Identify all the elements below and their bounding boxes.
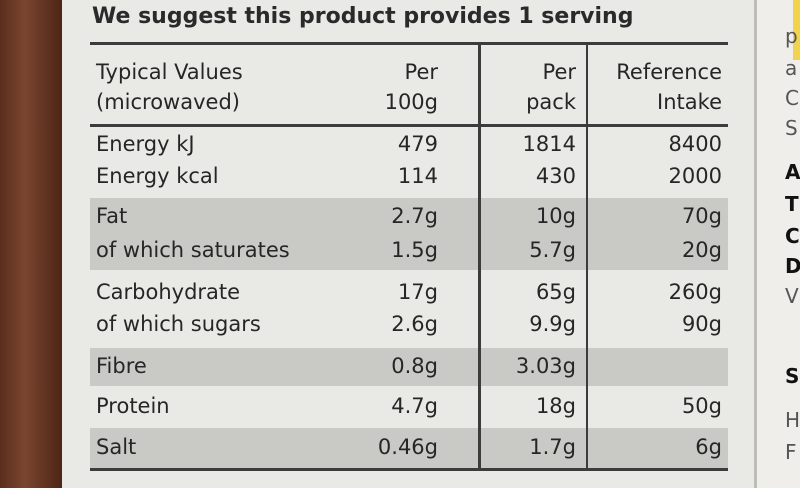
row-pack: 1814 — [522, 132, 576, 156]
yellow-strip — [793, 0, 800, 60]
side-char: F — [785, 440, 797, 464]
row-name: Fibre — [96, 354, 147, 378]
row-name: Protein — [96, 394, 170, 418]
row-name: of which sugars — [96, 312, 261, 336]
row-ri: 90g — [681, 312, 722, 336]
shade-fat — [90, 198, 728, 270]
adjacent-label-edge: p a C S A T C D V S H F — [754, 0, 800, 488]
shade-fibre — [90, 348, 728, 386]
bottom-rule — [90, 468, 728, 471]
side-char: S — [785, 364, 800, 388]
row-name: of which saturates — [96, 238, 290, 262]
row-per100: 0.46g — [377, 435, 438, 459]
col-header-name-sub: (microwaved) — [96, 90, 240, 114]
row-per100: 2.7g — [391, 204, 438, 228]
row-ri: 260g — [668, 280, 722, 304]
column-divider-ri — [586, 44, 588, 470]
col-header-per100: Per — [404, 60, 438, 84]
side-char: A — [785, 160, 800, 184]
shade-salt — [90, 428, 728, 468]
top-rule — [90, 42, 728, 45]
col-header-per100-sub: 100g — [384, 90, 438, 114]
row-pack: 65g — [535, 280, 576, 304]
row-pack: 9.9g — [529, 312, 576, 336]
row-per100: 4.7g — [391, 394, 438, 418]
row-pack: 18g — [535, 394, 576, 418]
side-char: p — [785, 24, 798, 48]
row-name: Fat — [96, 204, 128, 228]
row-ri: 50g — [681, 394, 722, 418]
side-char: V — [785, 284, 799, 308]
row-per100: 17g — [397, 280, 438, 304]
row-per100: 2.6g — [391, 312, 438, 336]
row-name: Salt — [96, 435, 137, 459]
row-ri: 20g — [681, 238, 722, 262]
row-per100: 479 — [397, 132, 438, 156]
side-char: S — [785, 116, 798, 140]
row-name: Carbohydrate — [96, 280, 241, 304]
col-header-pack-sub: pack — [526, 90, 576, 114]
row-ri: 6g — [695, 435, 722, 459]
serving-suggestion: We suggest this product provides 1 servi… — [92, 4, 634, 29]
row-ri: 70g — [681, 204, 722, 228]
row-ri: 2000 — [668, 164, 722, 188]
col-header-name: Typical Values — [96, 60, 243, 84]
row-pack: 10g — [535, 204, 576, 228]
col-header-pack: Per — [542, 60, 576, 84]
wood-background — [0, 0, 62, 488]
side-char: T — [785, 192, 799, 216]
side-char: C — [785, 86, 799, 110]
header-rule — [90, 124, 728, 127]
side-char: C — [785, 224, 800, 248]
row-ri: 8400 — [668, 132, 722, 156]
row-pack: 430 — [535, 164, 576, 188]
side-char: a — [785, 56, 798, 80]
side-char: D — [785, 254, 800, 278]
row-per100: 1.5g — [391, 238, 438, 262]
side-char: H — [785, 408, 800, 432]
row-pack: 5.7g — [529, 238, 576, 262]
col-header-ri: Reference — [616, 60, 722, 84]
column-divider — [478, 44, 481, 470]
row-name: Energy kJ — [96, 132, 195, 156]
col-header-ri-sub: Intake — [657, 90, 722, 114]
row-name: Energy kcal — [96, 164, 219, 188]
row-pack: 1.7g — [529, 435, 576, 459]
row-per100: 114 — [397, 164, 438, 188]
row-per100: 0.8g — [391, 354, 438, 378]
row-pack: 3.03g — [515, 354, 576, 378]
